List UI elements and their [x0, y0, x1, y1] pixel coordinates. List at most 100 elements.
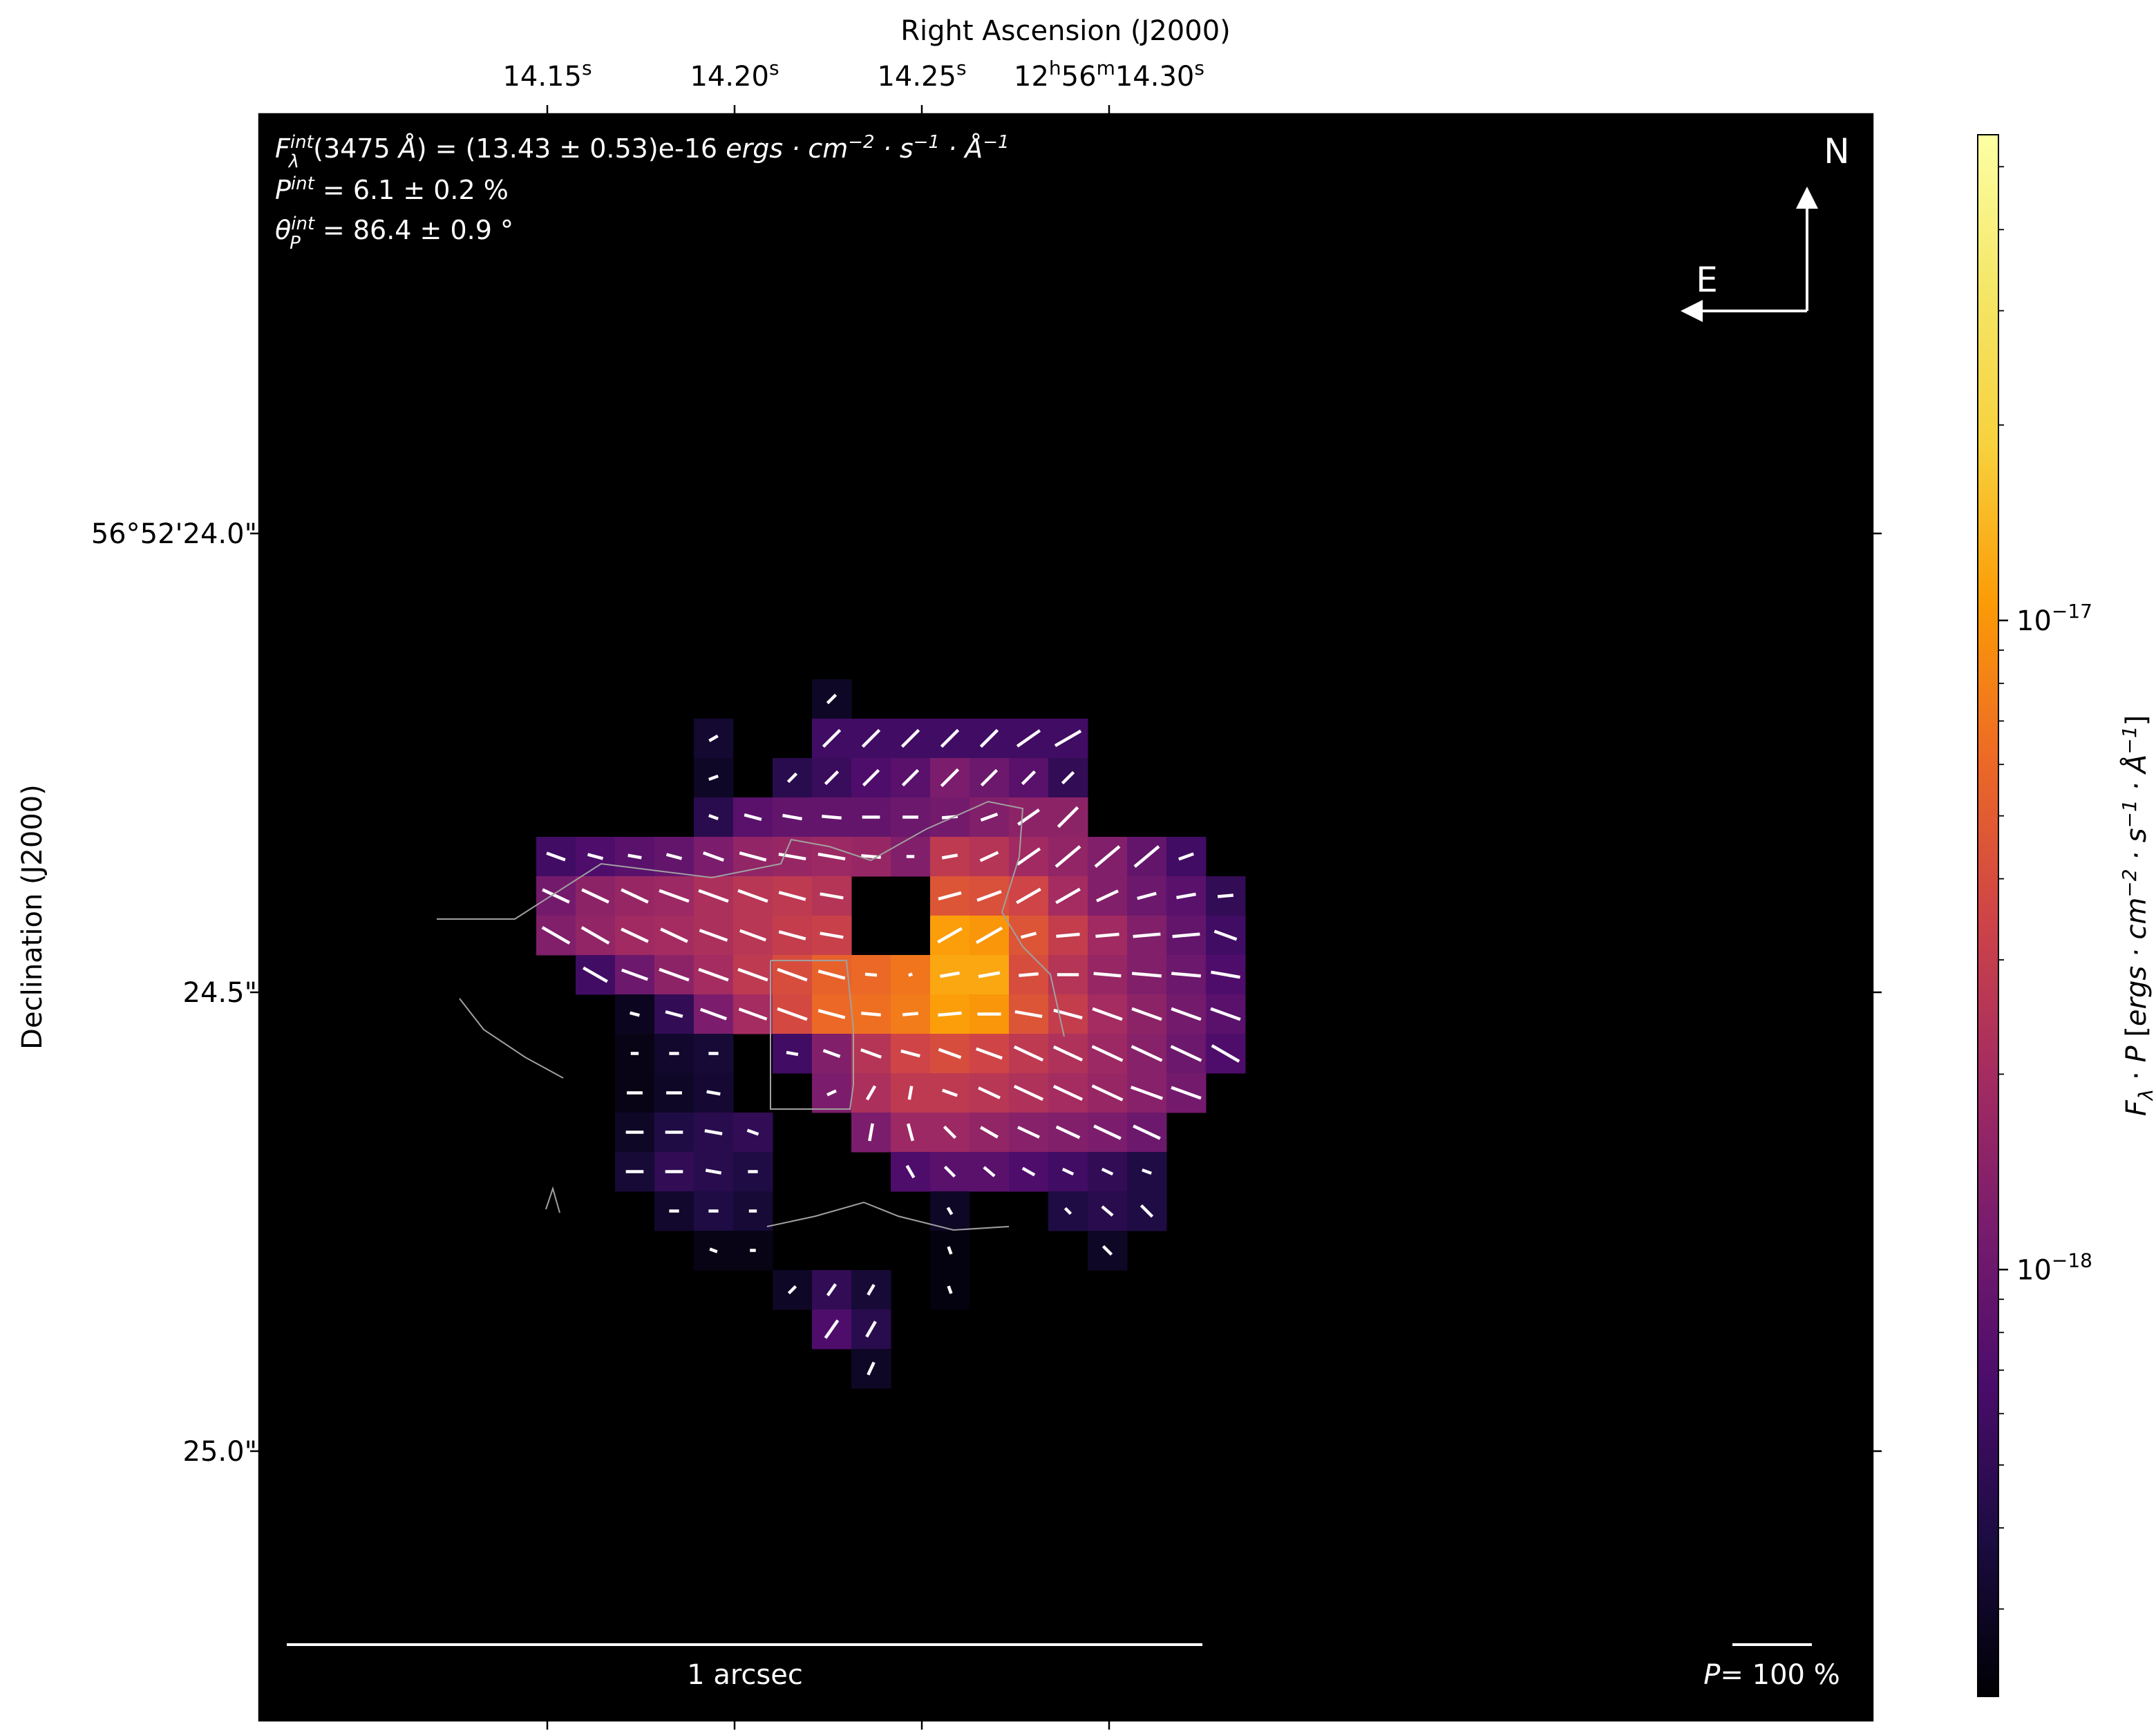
polarization-vector [822, 728, 842, 748]
polarization-vector [621, 888, 649, 904]
polarization-vector [1132, 972, 1162, 978]
polarization-vector [709, 1247, 718, 1254]
polarization-vector [938, 1011, 962, 1017]
polarization-vector [940, 971, 960, 978]
polarization-vector [980, 768, 999, 787]
contour-outer-left [459, 998, 564, 1079]
polarization-vector [900, 1049, 920, 1058]
polarization-vector [1093, 972, 1122, 978]
polarization-vector [1056, 932, 1080, 938]
polarization-vector [1094, 845, 1121, 868]
contour-inner [770, 960, 854, 1110]
polarization-vector [737, 967, 768, 982]
polarization-vector [980, 812, 999, 822]
polarization-vector [1133, 845, 1160, 868]
polarization-vector [1055, 887, 1081, 905]
polarization-vector [583, 966, 608, 983]
polarization-vector [824, 1319, 840, 1339]
east-arrow-head [1681, 300, 1703, 322]
polarization-vector [778, 891, 806, 901]
polarization-vector [1020, 931, 1037, 939]
polarization-vector [746, 1128, 759, 1136]
plot-frame [258, 113, 1874, 1722]
annotation-block: Fint λ (3475 Å) = (13.43 ± 0.53)e-16 ergs … [275, 132, 1010, 254]
polarization-vector [1055, 845, 1081, 868]
polarization-vector [980, 1126, 999, 1139]
polarization-vector [820, 931, 844, 939]
polarization-vector [908, 972, 913, 977]
pol-degree-annotation: Pint = 6.1 ± 0.2 % [275, 173, 509, 205]
polarization-vector [581, 888, 609, 904]
polarization-vector [587, 853, 604, 860]
polarization-vector [902, 1012, 919, 1016]
polarization-vector [1210, 1007, 1241, 1021]
polarization-vector [708, 734, 719, 743]
polarization-vector [979, 728, 999, 748]
x-tick-label: 14.15s [502, 57, 592, 93]
pol-angle-value: 86.4 ± 0.9 ° [353, 215, 513, 245]
x-tick-label: 14.20s [690, 57, 779, 93]
polarization-vector [1140, 1204, 1154, 1218]
colorbar-tick-label: 10−17 [2016, 600, 2092, 637]
polarization-vector [1052, 1045, 1084, 1062]
polarization-vector [738, 1008, 768, 1021]
polarization-vector [699, 929, 728, 942]
polarization-vector [1178, 852, 1194, 861]
polarization-vector [1013, 1084, 1044, 1101]
y-axis-label: Declination (J2000) [17, 784, 48, 1050]
polarization-vector [1054, 729, 1082, 748]
polarization-vector [940, 728, 960, 748]
polarization-vector [1171, 1086, 1202, 1100]
polarization-vector [786, 1050, 799, 1057]
polarization-vector [905, 1164, 916, 1179]
polarization-vector [778, 930, 806, 940]
polarization-vector [665, 1010, 683, 1018]
polarization-vector [978, 971, 1001, 978]
polarization-vector [580, 926, 610, 945]
polarization-vector [826, 693, 838, 705]
polarization-vector [778, 852, 806, 861]
polarization-vector [1021, 770, 1037, 786]
polarization-vector [739, 929, 767, 942]
polarization-vector [737, 889, 768, 903]
polarization-vector [864, 972, 878, 977]
polarization-vector [1061, 1167, 1075, 1176]
contour-outer-bottom [766, 1201, 1010, 1231]
polarization-scale: P= 100 % [1703, 1643, 1840, 1691]
polarization-vector [817, 969, 846, 980]
colorbar-tick-label: 10−18 [2016, 1249, 2092, 1286]
polarization-vector [1101, 1205, 1114, 1217]
polarization-vector [907, 1123, 914, 1142]
polarization-vector [708, 774, 719, 782]
x-axis-top: 14.15s 14.20s 14.25s 12h56m14.30s [502, 57, 1204, 114]
colorbar-label: Fλ · P [ergs · cm−2 · s−1 · Å−1] [2118, 715, 2156, 1117]
x-axis-label: Right Ascension (J2000) [900, 15, 1231, 47]
polarization-vector [659, 967, 690, 982]
polarization-vector [1171, 972, 1201, 978]
compass-north-label: N [1824, 131, 1849, 171]
polarization-vector [1142, 1168, 1152, 1175]
polarization-vector [865, 1085, 877, 1101]
polarization-vector [901, 768, 920, 787]
polarization-vector [1014, 1010, 1043, 1019]
polarization-vector [946, 1207, 954, 1216]
polarization-vector [1057, 806, 1079, 829]
polarization-vector [1131, 1007, 1162, 1021]
polarization-vector [940, 768, 960, 788]
polarization-vector [777, 1007, 808, 1021]
polarization-vector [1217, 893, 1234, 898]
polarization-vector [659, 889, 690, 903]
polarization-vector [630, 1011, 640, 1017]
polarization-vector [943, 1165, 956, 1178]
polarization-vector [941, 853, 958, 860]
compass-east-label: E [1696, 260, 1718, 300]
polarization-vector [861, 728, 881, 748]
polarization-vector [542, 888, 570, 904]
polarization-vector [546, 851, 566, 862]
polarization-vector [817, 1009, 846, 1019]
polarization-vector [1019, 972, 1039, 977]
polarization-vector [665, 853, 683, 860]
polarization-vector [1016, 887, 1041, 905]
compass: N E [1681, 131, 1850, 322]
